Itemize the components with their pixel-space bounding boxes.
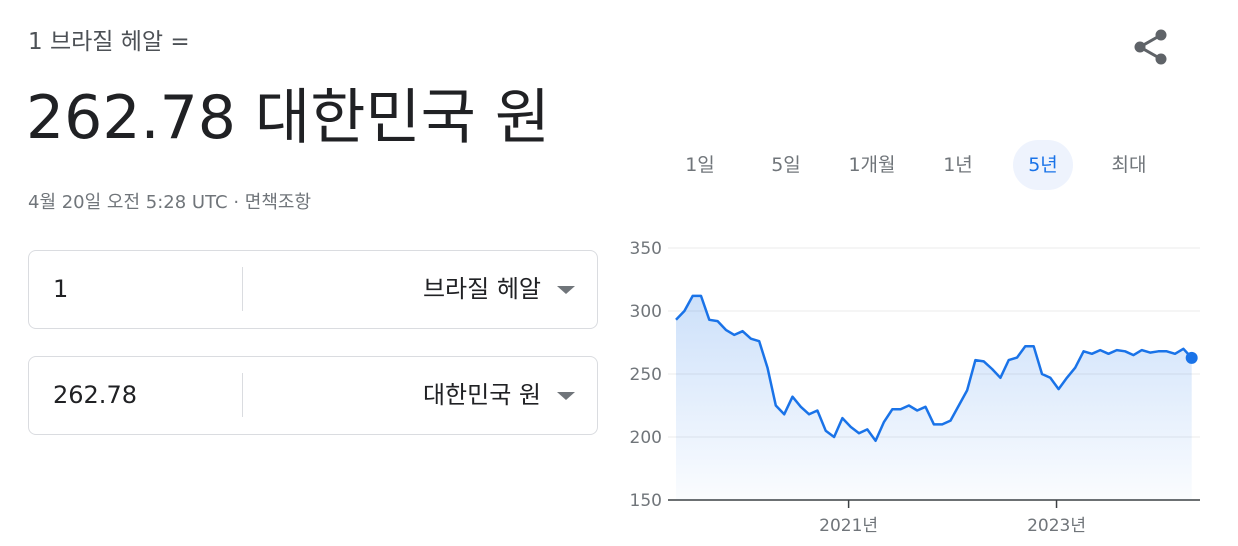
amount[interactable]: 1 bbox=[53, 275, 69, 303]
divider bbox=[242, 373, 243, 417]
amount[interactable]: 262.78 bbox=[53, 381, 137, 409]
disclaimer-link[interactable]: 면책조항 bbox=[244, 192, 312, 213]
dropdown-arrow[interactable] bbox=[557, 392, 575, 400]
currency[interactable]: 브라질 헤알 bbox=[422, 275, 541, 303]
share-icon[interactable] bbox=[1134, 29, 1167, 65]
end-point bbox=[1185, 351, 1198, 364]
divider bbox=[242, 267, 243, 311]
x-tick-label: 2023년 bbox=[1027, 516, 1086, 536]
range-tab[interactable]: 1개월 bbox=[848, 154, 896, 176]
input-row: 1 브라질 헤알 bbox=[28, 250, 598, 329]
range-tab[interactable]: 5일 bbox=[771, 154, 801, 176]
range-tab[interactable]: 5년 bbox=[1013, 140, 1073, 190]
dropdown-arrow[interactable] bbox=[557, 286, 575, 294]
separator: · bbox=[233, 192, 240, 213]
y-tick-label: 150 bbox=[630, 491, 662, 511]
y-tick-label: 200 bbox=[630, 428, 662, 448]
line bbox=[675, 294, 1193, 443]
range-tab[interactable]: 1일 bbox=[685, 154, 715, 176]
x-tick-label: 2021년 bbox=[819, 516, 878, 536]
y-tick-label: 250 bbox=[630, 365, 662, 385]
result: 262.78 대한민국 원 bbox=[26, 83, 551, 153]
range-tab[interactable]: 최대 bbox=[1111, 154, 1147, 176]
area bbox=[676, 295, 1192, 500]
y-tick-label: 350 bbox=[630, 239, 662, 259]
meta: 4월 20일 오전 5:28 UTC · 면책조항 bbox=[28, 188, 311, 214]
from-label: 1 브라질 헤알 = bbox=[28, 29, 190, 55]
input-row: 262.78 대한민국 원 bbox=[28, 356, 598, 435]
timestamp: 4월 20일 오전 5:28 UTC bbox=[28, 192, 228, 213]
currency[interactable]: 대한민국 원 bbox=[422, 381, 541, 409]
y-tick-label: 300 bbox=[630, 302, 662, 322]
range-tab[interactable]: 1년 bbox=[943, 154, 973, 176]
